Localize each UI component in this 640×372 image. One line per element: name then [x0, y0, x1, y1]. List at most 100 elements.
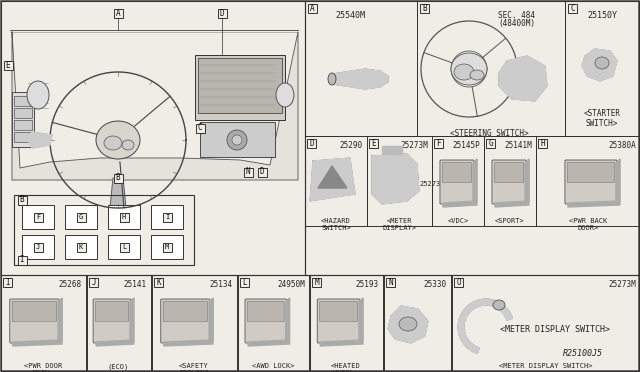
- Polygon shape: [318, 166, 347, 188]
- Polygon shape: [310, 158, 355, 201]
- Text: 24950M: 24950M: [277, 280, 305, 289]
- FancyBboxPatch shape: [12, 301, 56, 321]
- FancyBboxPatch shape: [161, 299, 210, 343]
- Bar: [113, 173, 122, 183]
- Polygon shape: [320, 340, 363, 346]
- FancyBboxPatch shape: [568, 163, 614, 183]
- Text: C: C: [570, 4, 575, 13]
- Text: H: H: [122, 214, 126, 220]
- Text: (48400M): (48400M): [499, 19, 536, 28]
- Polygon shape: [28, 132, 52, 148]
- Text: SEC. 484: SEC. 484: [499, 11, 536, 20]
- Text: 25330: 25330: [424, 280, 447, 289]
- Bar: [565, 1, 639, 136]
- Bar: [454, 278, 463, 287]
- Bar: [33, 243, 42, 251]
- Bar: [77, 243, 86, 251]
- Polygon shape: [388, 306, 428, 343]
- Polygon shape: [332, 69, 388, 89]
- Ellipse shape: [470, 70, 484, 80]
- Ellipse shape: [122, 140, 134, 150]
- Text: M: M: [314, 278, 319, 287]
- Bar: [151, 205, 183, 229]
- FancyBboxPatch shape: [245, 299, 287, 343]
- FancyBboxPatch shape: [442, 163, 472, 183]
- Polygon shape: [248, 340, 290, 346]
- Polygon shape: [582, 49, 617, 81]
- Text: J: J: [36, 244, 40, 250]
- FancyBboxPatch shape: [95, 301, 129, 321]
- FancyBboxPatch shape: [10, 299, 59, 343]
- Text: E: E: [6, 61, 10, 70]
- Text: <STEERING SWITCH>: <STEERING SWITCH>: [450, 129, 528, 138]
- Bar: [65, 235, 97, 259]
- FancyBboxPatch shape: [317, 299, 360, 343]
- Bar: [486, 139, 495, 148]
- Polygon shape: [499, 56, 547, 101]
- Bar: [452, 275, 640, 371]
- Polygon shape: [164, 340, 213, 346]
- Bar: [420, 4, 429, 13]
- Polygon shape: [359, 298, 363, 340]
- Text: G: G: [488, 139, 493, 148]
- Text: 25268: 25268: [59, 280, 82, 289]
- Circle shape: [227, 130, 247, 150]
- Bar: [3, 278, 12, 287]
- Bar: [305, 1, 417, 136]
- Polygon shape: [12, 32, 298, 180]
- Bar: [434, 139, 443, 148]
- Polygon shape: [110, 178, 126, 208]
- Text: <SAFETY
DRIVING
ASSIST>: <SAFETY DRIVING ASSIST>: [179, 363, 209, 372]
- Text: N: N: [246, 167, 250, 176]
- Text: G: G: [79, 214, 83, 220]
- Text: K: K: [156, 278, 161, 287]
- Polygon shape: [209, 298, 213, 340]
- Bar: [12, 92, 34, 147]
- Text: <PWR DOOR
MAIN>: <PWR DOOR MAIN>: [24, 363, 62, 372]
- Text: K: K: [79, 244, 83, 250]
- Text: B: B: [116, 173, 120, 183]
- Bar: [113, 9, 122, 17]
- Bar: [312, 278, 321, 287]
- Text: D: D: [309, 139, 314, 148]
- FancyBboxPatch shape: [163, 301, 207, 321]
- Text: 25273M: 25273M: [608, 280, 636, 289]
- Bar: [238, 275, 309, 371]
- Polygon shape: [58, 298, 62, 340]
- Text: F: F: [36, 214, 40, 220]
- Polygon shape: [568, 201, 620, 207]
- Bar: [17, 196, 26, 205]
- Text: C: C: [198, 124, 202, 132]
- Bar: [240, 278, 249, 287]
- Bar: [108, 235, 140, 259]
- Text: O: O: [456, 278, 461, 287]
- Text: <HAZARD
SWITCH>: <HAZARD SWITCH>: [321, 218, 351, 231]
- Text: B: B: [20, 196, 24, 205]
- Bar: [22, 205, 54, 229]
- Text: I: I: [165, 214, 169, 220]
- Text: A: A: [310, 4, 315, 13]
- Polygon shape: [525, 159, 529, 201]
- Text: 25193: 25193: [356, 280, 379, 289]
- Bar: [65, 205, 97, 229]
- Text: 25141M: 25141M: [504, 141, 532, 150]
- Bar: [17, 256, 26, 264]
- Text: D: D: [220, 9, 224, 17]
- Text: 25380A: 25380A: [608, 141, 636, 150]
- Bar: [77, 212, 86, 221]
- Text: F: F: [436, 139, 441, 148]
- Text: J: J: [91, 278, 96, 287]
- Polygon shape: [130, 298, 134, 340]
- Circle shape: [232, 135, 242, 145]
- Polygon shape: [96, 340, 134, 346]
- Bar: [14, 132, 32, 142]
- Bar: [308, 4, 317, 13]
- Bar: [108, 205, 140, 229]
- Text: <METER
DISPLAY>: <METER DISPLAY>: [383, 218, 417, 231]
- Polygon shape: [443, 201, 477, 207]
- Ellipse shape: [493, 300, 505, 310]
- Bar: [120, 212, 129, 221]
- Polygon shape: [458, 299, 513, 354]
- Text: R25100J5: R25100J5: [563, 349, 604, 357]
- Bar: [200, 122, 275, 157]
